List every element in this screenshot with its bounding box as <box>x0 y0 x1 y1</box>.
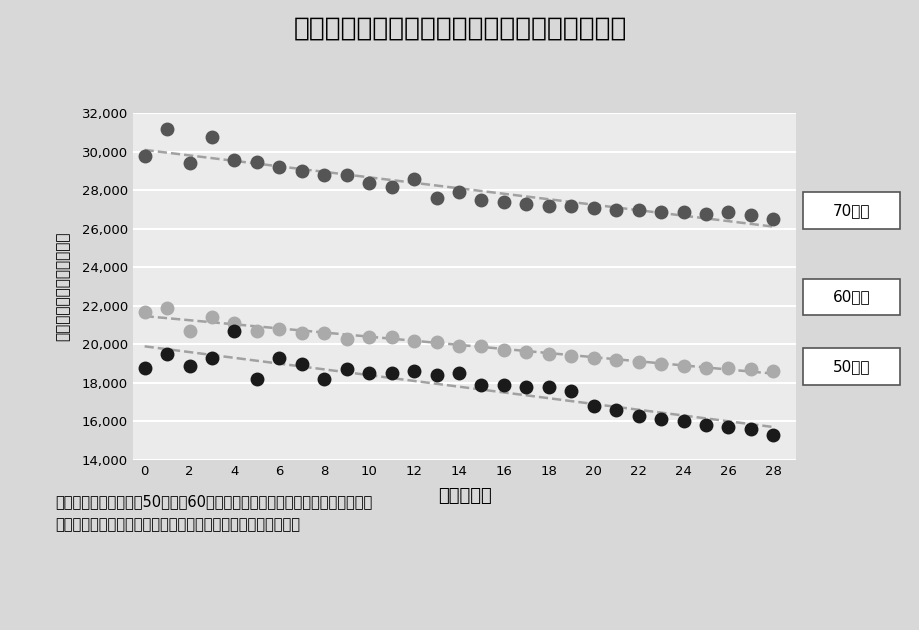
Text: 年代別・有している歯の数と医科医療費の関連: 年代別・有している歯の数と医科医療費の関連 <box>293 16 626 42</box>
Text: 50歳代: 50歳代 <box>832 359 869 374</box>
Text: 70歳代: 70歳代 <box>832 203 869 218</box>
Y-axis label: 医科医療費・中央値（円）: 医科医療費・中央値（円） <box>55 232 71 341</box>
Text: 60歳代: 60歳代 <box>832 290 869 304</box>
Text: 健康状態が比較的よい50歳代、60歳代においても、歯の本数が減るほど医科
医療費が高くなっていき、高齢者と同様の傾向を示している。: 健康状態が比較的よい50歳代、60歳代においても、歯の本数が減るほど医科 医療費… <box>55 495 372 532</box>
X-axis label: 歯数（本）: 歯数（本） <box>437 487 491 505</box>
